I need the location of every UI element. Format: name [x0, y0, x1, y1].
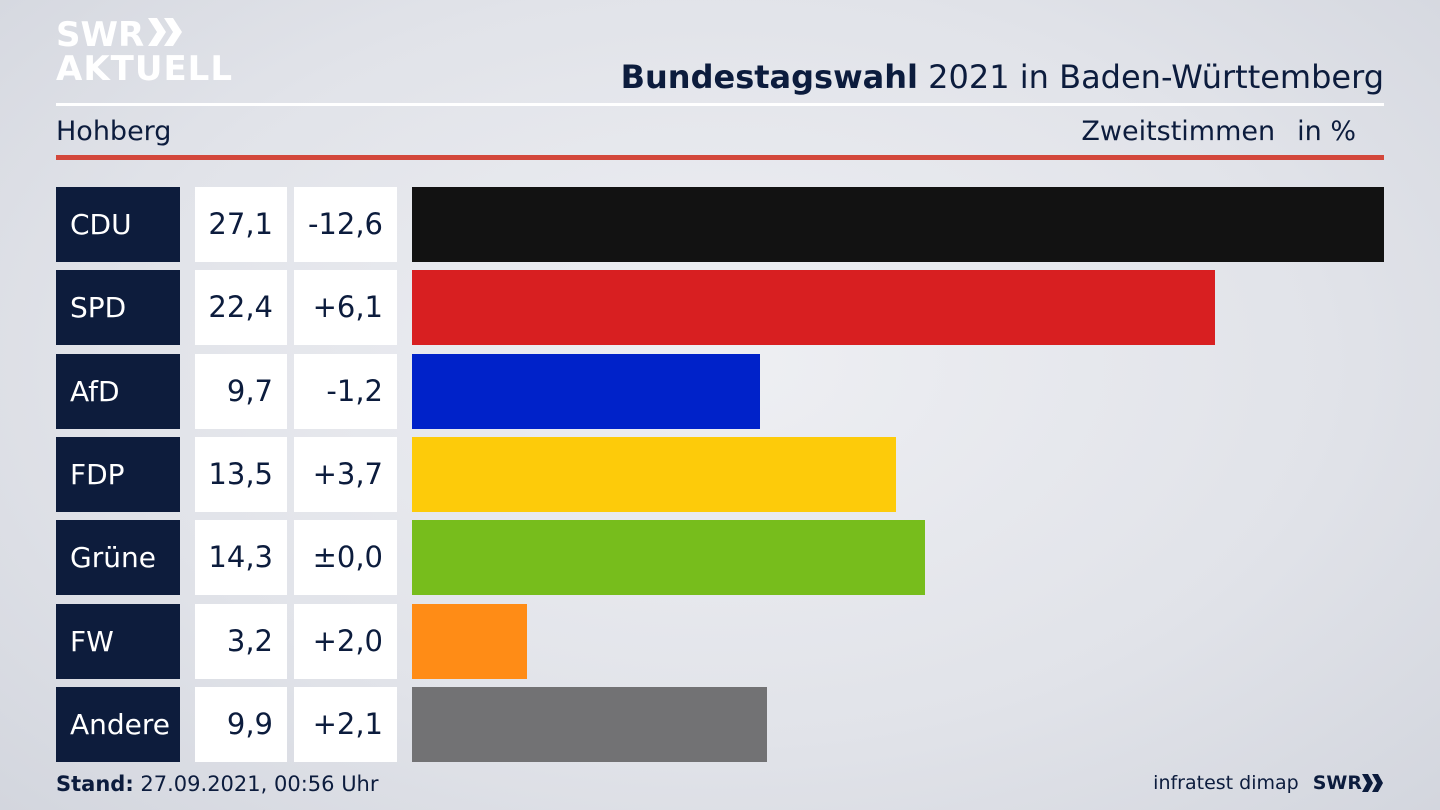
party-label: CDU — [56, 187, 180, 262]
value-label: 27,1 — [195, 187, 287, 262]
bar — [412, 520, 925, 595]
logo-swr-text: SWR — [56, 15, 145, 55]
change-label: +2,1 — [294, 687, 397, 762]
double-chevron-icon — [1362, 774, 1383, 792]
chart-row: Andere 9,9 +2,1 — [56, 687, 1384, 762]
party-label: Andere — [56, 687, 180, 762]
change-label: +6,1 — [294, 270, 397, 345]
party-label: FDP — [56, 437, 180, 512]
chart-row: Grüne 14,3 ±0,0 — [56, 520, 1384, 595]
stand-value: 27.09.2021, 00:56 Uhr — [140, 772, 379, 796]
change-label: -12,6 — [294, 187, 397, 262]
page-title: Bundestagswahl 2021 in Baden-Württemberg — [621, 58, 1384, 96]
chart-row: CDU 27,1 -12,6 — [56, 187, 1384, 262]
measure-text: Zweitstimmen — [1081, 116, 1276, 147]
value-label: 3,2 — [195, 604, 287, 679]
source-text: infratest dimap — [1153, 772, 1299, 794]
chart-row: SPD 22,4 +6,1 — [56, 270, 1384, 345]
header-divider — [56, 103, 1384, 106]
bar — [412, 437, 896, 512]
bar — [412, 687, 767, 762]
region-label: Hohberg — [56, 116, 172, 147]
party-label: SPD — [56, 270, 180, 345]
bar — [412, 354, 760, 429]
double-chevron-icon — [148, 18, 184, 52]
party-label: AfD — [56, 354, 180, 429]
logo-aktuell-text: AKTUELL — [56, 49, 234, 89]
title-rest: 2021 in Baden-Württemberg — [928, 58, 1384, 96]
change-label: +2,0 — [294, 604, 397, 679]
value-label: 13,5 — [195, 437, 287, 512]
value-label: 14,3 — [195, 520, 287, 595]
source-credit: infratest dimap SWR — [1153, 772, 1384, 794]
timestamp: Stand: 27.09.2021, 00:56 Uhr — [56, 772, 379, 796]
stand-label: Stand: — [56, 772, 134, 796]
accent-divider — [56, 155, 1384, 160]
chart-row: AfD 9,7 -1,2 — [56, 354, 1384, 429]
measure-label: Zweitstimmen in % — [1081, 116, 1384, 147]
swr-footer-text: SWR — [1312, 772, 1362, 794]
party-label: Grüne — [56, 520, 180, 595]
value-label: 9,9 — [195, 687, 287, 762]
chart-row: FDP 13,5 +3,7 — [56, 437, 1384, 512]
title-bold: Bundestagswahl — [620, 58, 918, 96]
bar — [412, 187, 1384, 262]
value-label: 22,4 — [195, 270, 287, 345]
chart-row: FW 3,2 +2,0 — [56, 604, 1384, 679]
unit-text: in % — [1297, 116, 1356, 147]
bar — [412, 604, 527, 679]
change-label: -1,2 — [294, 354, 397, 429]
swr-aktuell-logo: SWR AKTUELL — [56, 18, 233, 86]
value-label: 9,7 — [195, 354, 287, 429]
party-label: FW — [56, 604, 180, 679]
swr-footer-logo: SWR — [1313, 772, 1384, 794]
bar — [412, 270, 1215, 345]
change-label: +3,7 — [294, 437, 397, 512]
change-label: ±0,0 — [294, 520, 397, 595]
